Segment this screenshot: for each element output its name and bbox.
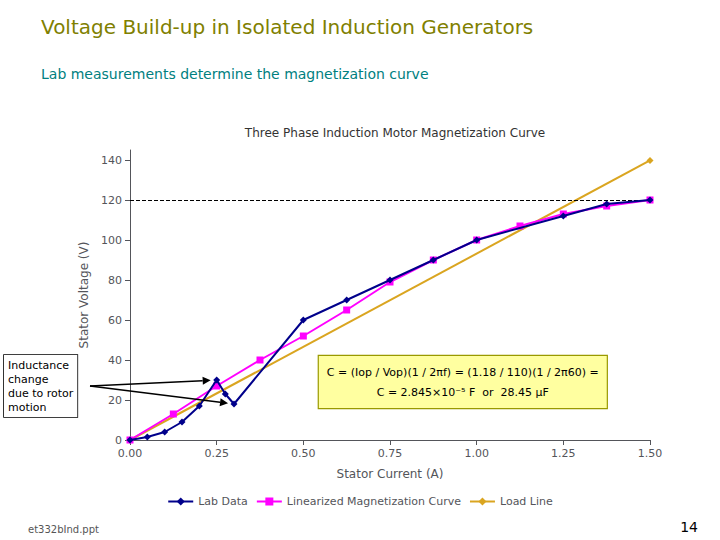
svg-text:100: 100	[101, 234, 122, 247]
svg-text:change: change	[8, 373, 49, 386]
svg-text:Three Phase Induction Motor Ma: Three Phase Induction Motor Magnetizatio…	[244, 126, 545, 140]
svg-text:0.50: 0.50	[291, 447, 316, 460]
svg-text:et332bInd.ppt: et332bInd.ppt	[28, 524, 99, 535]
svg-text:0.25: 0.25	[204, 447, 229, 460]
svg-text:due to rotor: due to rotor	[8, 387, 74, 400]
svg-text:80: 80	[108, 274, 122, 287]
svg-text:Lab measurements determine the: Lab measurements determine the magnetiza…	[41, 66, 429, 82]
svg-text:0.75: 0.75	[378, 447, 403, 460]
svg-text:Inductance: Inductance	[8, 359, 69, 372]
svg-text:C = (Iop / Vop)(1 / 2πf) = (1.: C = (Iop / Vop)(1 / 2πf) = (1.18 / 110)(…	[327, 366, 599, 379]
svg-text:Linearized Magnetization Curve: Linearized Magnetization Curve	[287, 495, 461, 508]
svg-text:1.25: 1.25	[551, 447, 576, 460]
svg-text:motion: motion	[8, 401, 47, 414]
svg-text:Stator Voltage (V): Stator Voltage (V)	[77, 242, 91, 349]
svg-text:0.00: 0.00	[118, 447, 143, 460]
svg-text:Stator Current (A): Stator Current (A)	[337, 467, 444, 481]
svg-text:14: 14	[680, 519, 698, 535]
svg-text:Voltage Build-up in Isolated I: Voltage Build-up in Isolated Induction G…	[41, 15, 533, 39]
svg-text:1.00: 1.00	[464, 447, 489, 460]
svg-text:140: 140	[101, 154, 122, 167]
svg-text:40: 40	[108, 354, 122, 367]
svg-text:20: 20	[108, 394, 122, 407]
svg-text:Lab Data: Lab Data	[198, 495, 248, 508]
svg-text:Load Line: Load Line	[500, 495, 553, 508]
svg-text:120: 120	[101, 194, 122, 207]
svg-text:C = 2.845×10⁻⁵ F or 28.45 μF: C = 2.845×10⁻⁵ F or 28.45 μF	[377, 386, 549, 399]
svg-text:0: 0	[115, 434, 122, 447]
svg-text:1.50: 1.50	[638, 447, 663, 460]
svg-text:60: 60	[108, 314, 122, 327]
